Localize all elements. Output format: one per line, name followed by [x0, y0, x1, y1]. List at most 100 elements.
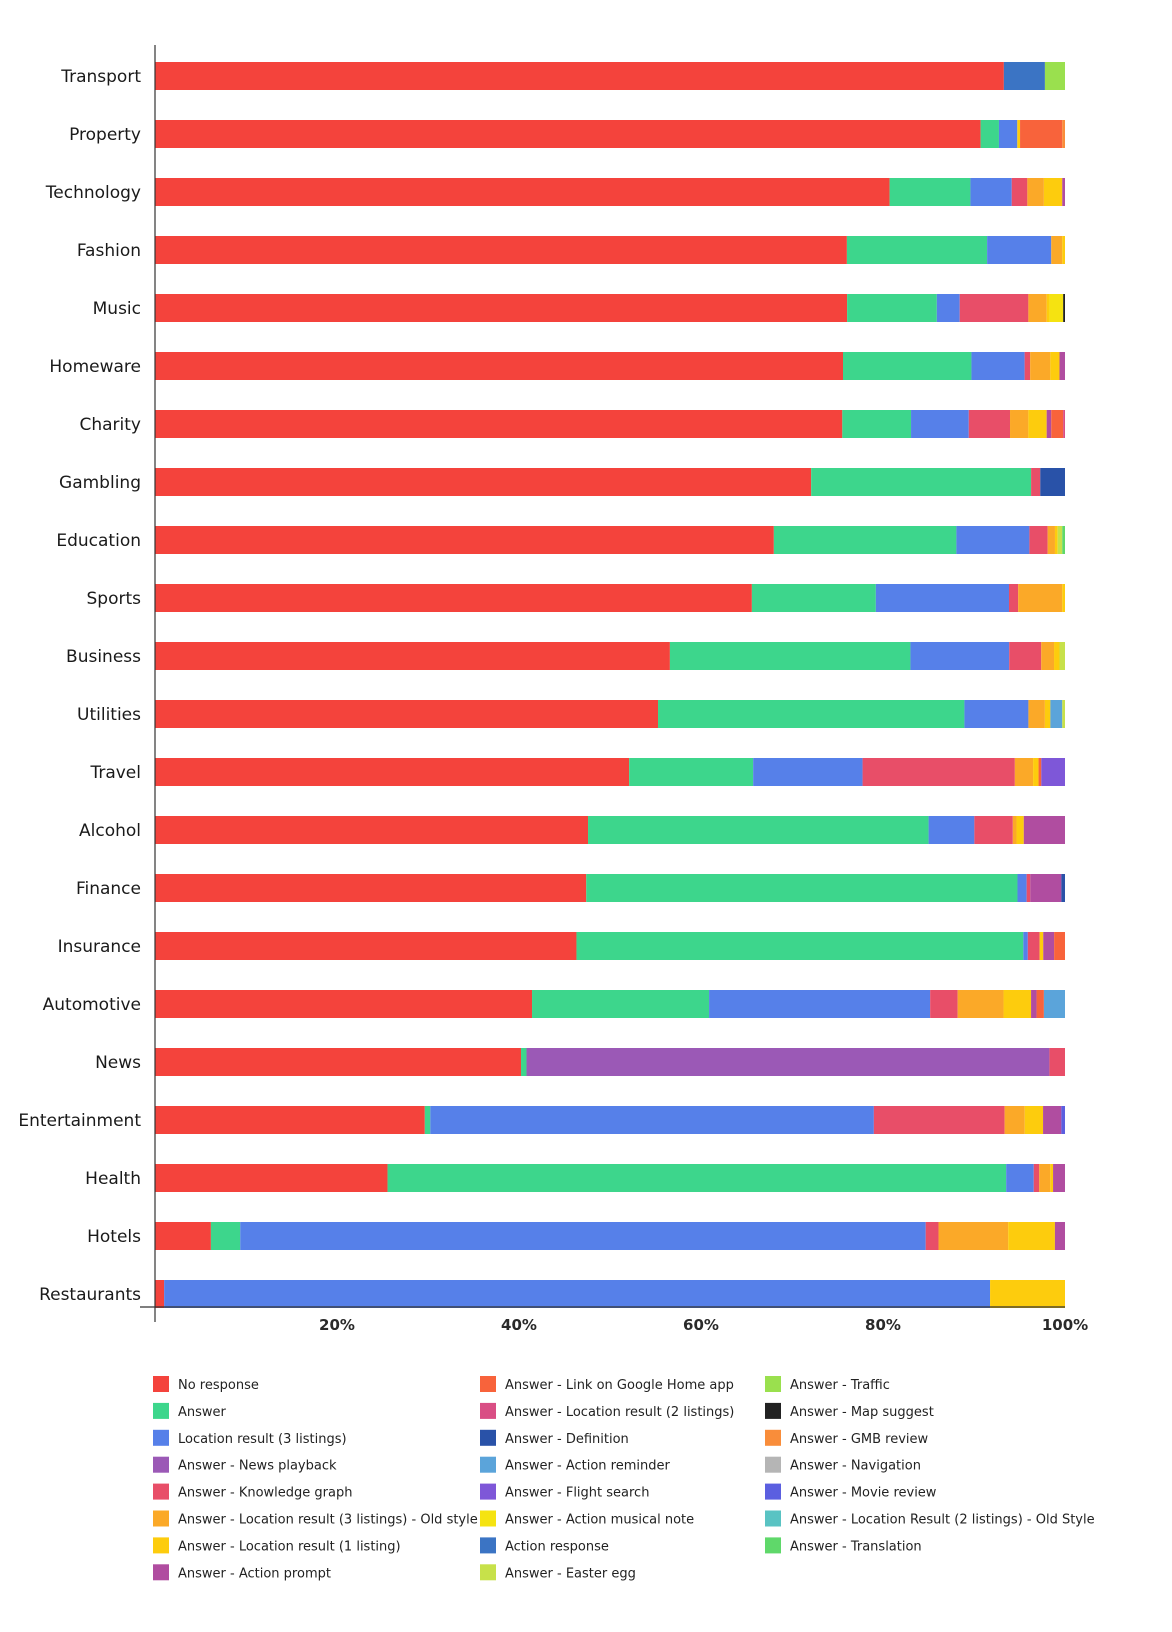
- bar-charity-no-response: [155, 410, 843, 438]
- bar-news-answer-news-playback: [526, 1048, 1050, 1076]
- bar-business-no-response: [155, 642, 670, 670]
- bar-health-answer-action-prompt: [1053, 1164, 1065, 1192]
- bar-alcohol-answer-location-result-3-listings-old-style: [1012, 816, 1017, 844]
- bar-property-no-response: [155, 120, 981, 148]
- legend-swatch-answer-translation: [765, 1537, 781, 1554]
- bar-technology-location-result-3-listings: [970, 178, 1012, 206]
- bar-utilities-no-response: [155, 700, 659, 728]
- legend-swatch-answer-flight-search: [480, 1483, 496, 1500]
- category-label-health: Health: [85, 1169, 141, 1189]
- bar-education-answer-location-result-3-listings-old-style: [1047, 526, 1055, 554]
- bar-charity-answer-link-on-google-home-app: [1051, 410, 1064, 438]
- bar-entertainment-answer-knowledge-graph: [873, 1106, 1005, 1134]
- x-tick-label-20: 20%: [319, 1316, 355, 1334]
- bar-alcohol-answer-action-prompt: [1023, 816, 1065, 844]
- bar-utilities-answer-location-result-1-listing: [1044, 700, 1051, 728]
- bar-utilities-answer-location-result-3-listings-old-style: [1028, 700, 1045, 728]
- bar-hotels-answer-location-result-3-listings-old-style: [938, 1222, 1009, 1250]
- category-labels: Transport Property Technology Fashion Music H…: [18, 67, 141, 1305]
- bar-insurance-answer: [576, 932, 1024, 960]
- bar-utilities-answer-action-reminder: [1050, 700, 1063, 728]
- bar-travel-location-result-3-listings: [753, 758, 863, 786]
- bar-education-no-response: [155, 526, 774, 554]
- legend-swatch-answer-gmb-review: [765, 1429, 781, 1446]
- bar-travel-answer-flight-search: [1041, 758, 1065, 786]
- bar-hotels-answer: [210, 1222, 241, 1250]
- bar-sports-answer-location-result-1-listing: [1062, 584, 1065, 612]
- bar-gambling-answer-knowledge-graph: [1031, 468, 1041, 496]
- legend-swatch-answer-location-result-3-listings-old-style: [153, 1510, 169, 1527]
- bar-hotels-answer-knowledge-graph: [925, 1222, 939, 1250]
- bar-sports-location-result-3-listings: [875, 584, 1009, 612]
- legend-swatch-answer-action-prompt: [153, 1564, 169, 1581]
- bar-utilities-answer-easter-egg: [1062, 700, 1065, 728]
- legend-swatch-location-result-3-listings: [153, 1429, 169, 1446]
- bar-property-location-result-3-listings: [998, 120, 1018, 148]
- legend-label-answer-gmb-review: Answer - GMB review: [790, 1432, 929, 1447]
- legend-swatch-answer-news-playback: [153, 1456, 169, 1473]
- bar-entertainment-answer-action-prompt: [1043, 1106, 1062, 1134]
- bar-homeware-answer-location-result-1-listing: [1050, 352, 1060, 380]
- legend-label-answer-flight-search: Answer - Flight search: [505, 1486, 649, 1501]
- bar-hotels-location-result-3-listings: [240, 1222, 926, 1250]
- bar-business-answer-location-result-3-listings-old-style: [1041, 642, 1055, 670]
- bar-charity-answer-knowledge-graph: [968, 410, 1011, 438]
- legend-swatch-answer-definition: [480, 1429, 496, 1446]
- category-label-entertainment: Entertainment: [18, 1111, 141, 1131]
- bar-health-no-response: [155, 1164, 388, 1192]
- bar-gambling-answer-definition: [1040, 468, 1065, 496]
- category-label-automotive: Automotive: [43, 995, 141, 1015]
- legend-label-answer-location-result-2-listings-old-style: Answer - Location Result (2 listings) - …: [790, 1513, 1095, 1528]
- category-label-hotels: Hotels: [87, 1227, 141, 1247]
- category-label-sports: Sports: [87, 589, 142, 609]
- legend-label-answer-location-result-1-listing: Answer - Location result (1 listing): [178, 1539, 401, 1554]
- bar-automotive-answer: [532, 990, 710, 1018]
- bar-travel-answer-knowledge-graph: [862, 758, 1015, 786]
- bar-alcohol-answer-location-result-1-listing: [1016, 816, 1024, 844]
- bar-gambling-no-response: [155, 468, 812, 496]
- bar-entertainment-location-result-3-listings: [430, 1106, 874, 1134]
- bar-travel-answer-location-result-3-listings-old-style: [1014, 758, 1034, 786]
- bar-homeware-answer-location-result-3-listings-old-style: [1030, 352, 1051, 380]
- bar-business-answer-location-result-1-listing: [1054, 642, 1060, 670]
- bar-finance-location-result-3-listings: [1017, 874, 1027, 902]
- bar-entertainment-answer-location-result-3-listings-old-style: [1004, 1106, 1025, 1134]
- bar-sports-answer: [751, 584, 876, 612]
- bar-homeware-no-response: [155, 352, 843, 380]
- legend-label-action-response: Action response: [505, 1539, 609, 1554]
- category-label-music: Music: [93, 299, 141, 319]
- bar-business-answer-knowledge-graph: [1009, 642, 1042, 670]
- bar-travel-no-response: [155, 758, 630, 786]
- bar-finance-answer-action-prompt: [1030, 874, 1062, 902]
- bar-utilities-answer: [658, 700, 965, 728]
- bar-business-location-result-3-listings: [910, 642, 1010, 670]
- bar-alcohol-location-result-3-listings: [928, 816, 975, 844]
- bar-charity-location-result-3-listings: [911, 410, 969, 438]
- bar-music-no-response: [155, 294, 848, 322]
- bar-music-answer: [847, 294, 937, 322]
- bar-utilities-location-result-3-listings: [964, 700, 1029, 728]
- legend-swatch-answer-location-result-2-listings-old-style: [765, 1510, 781, 1527]
- bar-automotive-answer-link-on-google-home-app: [1036, 990, 1044, 1018]
- bar-automotive-answer-knowledge-graph: [930, 990, 958, 1018]
- bar-technology-no-response: [155, 178, 890, 206]
- x-tick-label-100: 100%: [1042, 1316, 1088, 1334]
- bar-homeware-answer: [843, 352, 972, 380]
- bar-charity-answer-location-result-3-listings-old-style: [1010, 410, 1029, 438]
- bar-music-answer-location-result-1-listing: [1046, 294, 1050, 322]
- legend: No response Answer Location result (3 list…: [153, 1376, 1095, 1581]
- bar-charity-answer-action-prompt: [1046, 410, 1052, 438]
- bar-music-location-result-3-listings: [936, 294, 960, 322]
- bar-entertainment-answer-location-result-1-listing: [1024, 1106, 1044, 1134]
- bar-education-answer-translation: [1062, 526, 1065, 554]
- bar-alcohol-no-response: [155, 816, 589, 844]
- bar-health-location-result-3-listings: [1006, 1164, 1034, 1192]
- bar-finance-no-response: [155, 874, 587, 902]
- bar-education-answer: [773, 526, 957, 554]
- legend-swatch-answer-action-musical-note: [480, 1510, 496, 1527]
- category-label-gambling: Gambling: [59, 473, 141, 493]
- bar-news-answer: [521, 1048, 527, 1076]
- bar-health-answer-location-result-1-listing: [1050, 1164, 1054, 1192]
- bar-health-answer: [387, 1164, 1007, 1192]
- bar-gambling-answer: [811, 468, 1032, 496]
